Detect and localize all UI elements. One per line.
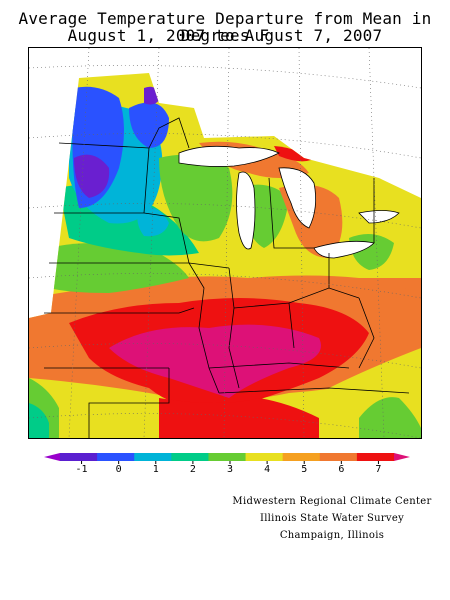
legend-label: 7 bbox=[375, 464, 382, 475]
legend-swatch bbox=[208, 453, 247, 461]
legend-label: 1 bbox=[152, 464, 159, 475]
legend-label: 4 bbox=[264, 464, 271, 475]
legend-arrow-high bbox=[394, 453, 410, 461]
map-svg bbox=[29, 48, 421, 438]
green-wisconsin-region bbox=[159, 154, 233, 242]
blue-minnesota-region bbox=[129, 102, 169, 148]
lake-superior bbox=[178, 145, 280, 167]
legend-label: -1 bbox=[75, 464, 88, 475]
orange-east-region bbox=[357, 284, 421, 348]
state-boundaries bbox=[44, 117, 410, 438]
legend-label: 5 bbox=[301, 464, 308, 475]
credit-center: Midwestern Regional Climate Center bbox=[232, 496, 432, 507]
green-west-region bbox=[49, 243, 189, 293]
legend-swatch bbox=[282, 453, 321, 461]
legend-swatch bbox=[60, 453, 98, 461]
cyan-iowa-region bbox=[137, 207, 169, 237]
legend-swatch bbox=[319, 453, 358, 461]
red-upper-peninsula-region bbox=[274, 146, 311, 162]
map-date-range: August 1, 2007 to August 7, 2007 bbox=[67, 26, 383, 45]
legend-label: 2 bbox=[189, 464, 196, 475]
map-title: Average Temperature Departure from Mean … bbox=[18, 9, 432, 45]
color-scale-bar bbox=[44, 453, 410, 464]
legend-label: 3 bbox=[226, 464, 234, 475]
legend-arrow-low bbox=[44, 453, 60, 461]
graticule bbox=[29, 48, 421, 438]
legend-label: 6 bbox=[338, 464, 345, 475]
magenta-region bbox=[109, 324, 321, 398]
legend-swatch bbox=[134, 453, 172, 461]
credit-location: Champaign, Illinois bbox=[279, 530, 385, 541]
legend-swatch bbox=[245, 453, 284, 461]
lake-huron bbox=[278, 167, 317, 229]
legend-swatch bbox=[171, 453, 209, 461]
green-southeast-region bbox=[359, 397, 421, 438]
temperature-departure-map bbox=[28, 47, 422, 439]
red-south-region bbox=[159, 398, 319, 438]
legend-swatch bbox=[356, 453, 395, 461]
legend-label: 0 bbox=[115, 464, 122, 475]
lake-michigan bbox=[236, 171, 256, 250]
teal-southwest-region bbox=[29, 403, 49, 438]
purple-northwest-region bbox=[74, 154, 110, 198]
credit-survey: Illinois State Water Survey bbox=[259, 513, 405, 524]
great-lakes bbox=[178, 145, 400, 259]
legend-swatch bbox=[97, 453, 135, 461]
